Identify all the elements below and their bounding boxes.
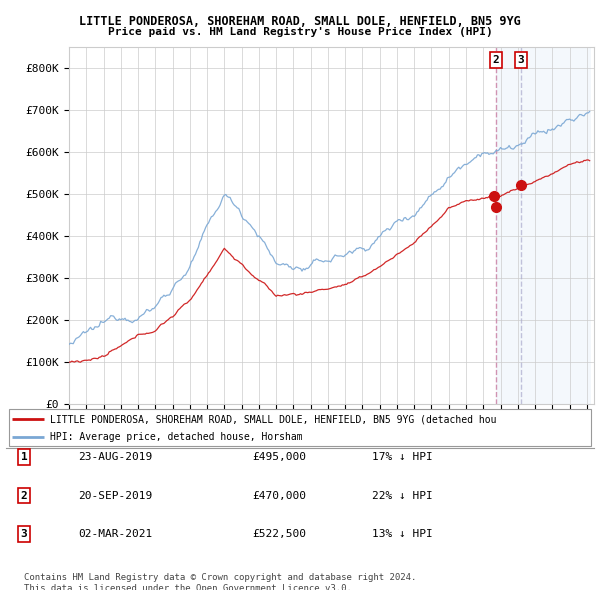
Text: LITTLE PONDEROSA, SHOREHAM ROAD, SMALL DOLE, HENFIELD, BN5 9YG: LITTLE PONDEROSA, SHOREHAM ROAD, SMALL D…	[79, 15, 521, 28]
Text: 02-MAR-2021: 02-MAR-2021	[78, 529, 152, 539]
Text: 2: 2	[20, 491, 28, 500]
Bar	[496, 47, 591, 404]
Text: Contains HM Land Registry data © Crown copyright and database right 2024.
This d: Contains HM Land Registry data © Crown c…	[24, 573, 416, 590]
Text: 13% ↓ HPI: 13% ↓ HPI	[372, 529, 433, 539]
Text: Price paid vs. HM Land Registry's House Price Index (HPI): Price paid vs. HM Land Registry's House …	[107, 27, 493, 37]
Text: £522,500: £522,500	[252, 529, 306, 539]
Text: 22% ↓ HPI: 22% ↓ HPI	[372, 491, 433, 500]
Text: 3: 3	[20, 529, 28, 539]
Text: 1: 1	[20, 453, 28, 462]
Text: 20-SEP-2019: 20-SEP-2019	[78, 491, 152, 500]
Text: £470,000: £470,000	[252, 491, 306, 500]
Text: 2: 2	[492, 55, 499, 65]
Text: HPI: Average price, detached house, Horsham: HPI: Average price, detached house, Hors…	[50, 432, 303, 442]
Text: 17% ↓ HPI: 17% ↓ HPI	[372, 453, 433, 462]
Text: 23-AUG-2019: 23-AUG-2019	[78, 453, 152, 462]
FancyBboxPatch shape	[9, 409, 591, 447]
Text: LITTLE PONDEROSA, SHOREHAM ROAD, SMALL DOLE, HENFIELD, BN5 9YG (detached hou: LITTLE PONDEROSA, SHOREHAM ROAD, SMALL D…	[50, 414, 497, 424]
Text: 3: 3	[517, 55, 524, 65]
Text: £495,000: £495,000	[252, 453, 306, 462]
